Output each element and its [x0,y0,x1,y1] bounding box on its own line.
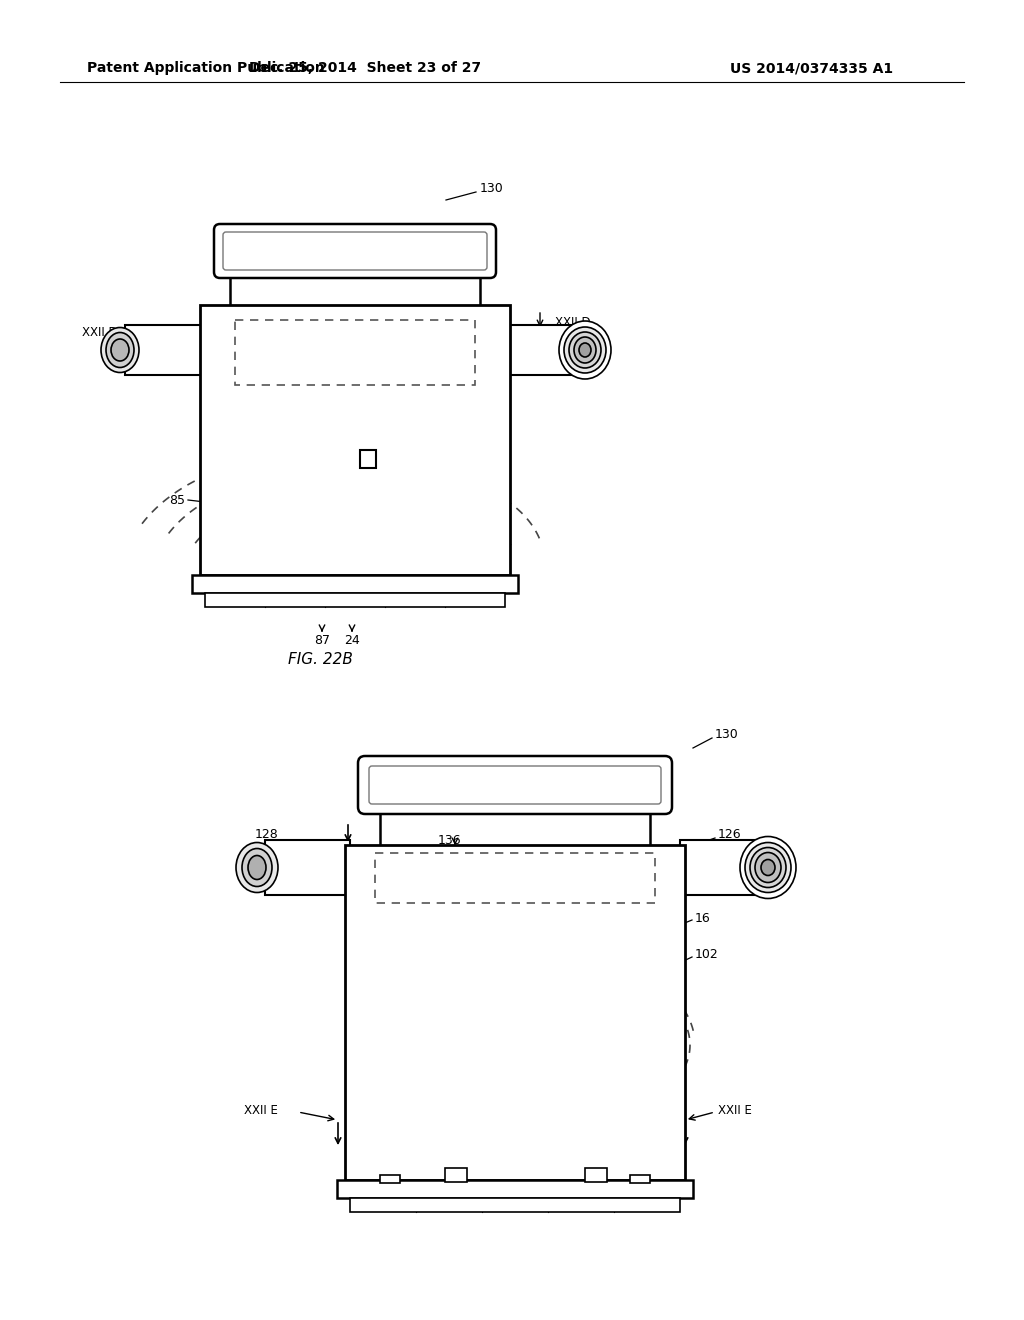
Text: 130: 130 [715,729,738,742]
Text: 16: 16 [695,912,711,924]
Bar [680,840,760,895]
Text: 22: 22 [432,421,447,434]
Ellipse shape [574,337,596,363]
Bar [380,1175,400,1183]
Text: 128: 128 [254,829,278,842]
Ellipse shape [745,842,791,892]
Ellipse shape [569,333,601,368]
Text: 90: 90 [502,1142,518,1155]
FancyBboxPatch shape [358,756,672,814]
Bar [125,325,205,375]
Text: 156: 156 [216,384,240,396]
Bar [505,325,580,375]
Bar [337,1180,693,1199]
Ellipse shape [559,321,611,379]
Ellipse shape [740,837,796,899]
Text: 24: 24 [344,634,359,647]
Text: XXII E: XXII E [244,1104,278,1117]
Text: 126: 126 [718,829,741,842]
Ellipse shape [111,339,129,360]
Text: 136: 136 [438,833,462,846]
Ellipse shape [761,859,775,875]
Text: 16: 16 [432,401,447,414]
Bar [234,319,475,385]
Text: 88: 88 [432,384,449,396]
FancyBboxPatch shape [223,232,487,271]
Ellipse shape [106,333,134,367]
Ellipse shape [564,327,606,374]
Text: 151: 151 [718,849,741,862]
Text: XXII E: XXII E [718,1104,752,1117]
Text: 85: 85 [169,494,185,507]
Text: 104: 104 [455,952,479,965]
Text: 91A: 91A [432,444,457,457]
Text: 102: 102 [695,949,719,961]
Text: 94: 94 [348,998,364,1011]
Text: 20: 20 [262,849,278,862]
Text: XXII F: XXII F [718,874,752,887]
Bar [585,1168,607,1181]
Ellipse shape [248,855,266,879]
Text: US 2014/0374335 A1: US 2014/0374335 A1 [730,61,893,75]
Bar [630,1175,650,1183]
Text: XXII F: XXII F [245,874,278,887]
Text: FIG. 22B: FIG. 22B [288,652,352,668]
Text: 204: 204 [290,418,313,432]
Bar [350,1199,680,1212]
Text: 96: 96 [560,1142,575,1155]
Ellipse shape [236,842,278,892]
Bar [375,853,655,903]
Bar [200,305,510,576]
Text: XXII D: XXII D [555,315,591,329]
Ellipse shape [242,849,272,887]
FancyBboxPatch shape [214,224,496,279]
Text: 130: 130 [480,181,504,194]
Text: Patent Application Publication: Patent Application Publication [87,61,325,75]
Text: 87: 87 [314,634,330,647]
Bar [193,576,518,593]
Text: 46: 46 [200,545,216,558]
Text: 46: 46 [350,1142,366,1155]
Bar [360,450,376,469]
Bar [345,845,685,1180]
Ellipse shape [755,853,781,883]
Text: 128: 128 [106,354,130,367]
Text: 126: 126 [548,351,571,364]
Text: 91: 91 [432,483,447,496]
Bar [265,840,350,895]
Text: FIG. 22C: FIG. 22C [458,1180,522,1196]
Bar [445,1168,467,1181]
FancyBboxPatch shape [369,766,662,804]
Text: 88: 88 [356,912,372,924]
Text: Dec. 25, 2014  Sheet 23 of 27: Dec. 25, 2014 Sheet 23 of 27 [249,61,481,75]
Ellipse shape [579,343,591,356]
Text: 20: 20 [146,348,162,362]
Text: 156: 156 [392,871,416,884]
Text: XXII D: XXII D [82,326,118,338]
Ellipse shape [750,847,786,887]
Ellipse shape [101,327,139,372]
Text: 106: 106 [420,1142,443,1155]
Bar [205,593,505,607]
